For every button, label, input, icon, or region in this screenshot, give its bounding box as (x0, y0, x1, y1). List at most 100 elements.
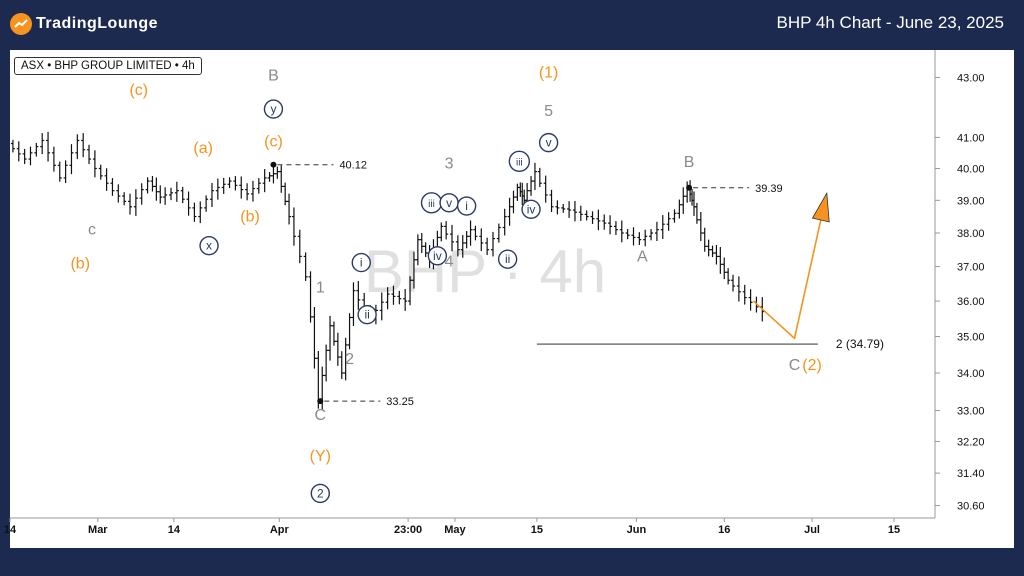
wave-label-text: i (360, 256, 363, 270)
price-bar (215, 178, 220, 200)
price-level-marker: 33.25 (317, 396, 414, 408)
price-bar (28, 146, 33, 166)
wave-label-text: (b) (240, 208, 260, 225)
price-bar (731, 274, 736, 292)
price-bar (485, 237, 490, 256)
price-bar (356, 280, 361, 310)
price-bar (154, 177, 159, 201)
wave-label: 2 (310, 483, 330, 504)
price-bar (245, 183, 250, 201)
price-bar (532, 162, 537, 191)
price-bar (619, 220, 624, 243)
price-bar (468, 220, 473, 246)
symbol-legend: ASX • BHP GROUP LIMITED • 4h (14, 57, 202, 75)
wave-label-text: ii (505, 252, 510, 266)
wave-label: (b) (70, 255, 90, 272)
wave-label-circle (497, 249, 518, 269)
wave-label-text: (a) (193, 140, 213, 157)
price-bar (596, 209, 601, 231)
price-bar (163, 187, 168, 205)
price-bar (543, 175, 548, 203)
price-bar (529, 176, 534, 196)
price-bar (283, 182, 288, 206)
price-bar (133, 189, 138, 216)
price-bar (267, 172, 272, 182)
price-bar (450, 224, 455, 252)
price-bar (590, 211, 595, 224)
wave-label-circle (508, 150, 531, 173)
x-tick-label: May (444, 524, 466, 536)
price-bar (385, 287, 390, 310)
price-levels: 40.12 39.39 33.25 2 (34.79) (270, 160, 884, 408)
price-bar (46, 131, 51, 162)
price-bar (411, 251, 416, 289)
wave-label-text: ii (364, 308, 369, 322)
price-bar (496, 223, 501, 243)
price-bar (198, 201, 203, 224)
wave-label: B (684, 154, 695, 171)
price-level-label: 39.39 (755, 183, 783, 195)
price-bar (722, 257, 727, 280)
x-tick-label: Mar (88, 524, 108, 536)
wave-label: B (268, 67, 279, 84)
price-bar (347, 313, 352, 350)
brand-logo: TradingLounge (10, 12, 158, 36)
price-bar (351, 282, 356, 327)
wave-label-text: C (315, 407, 327, 424)
wave-label: 4 (445, 254, 454, 271)
footer-band (0, 548, 1024, 576)
price-level-dot (270, 161, 277, 168)
price-bar (666, 212, 671, 231)
price-bar (479, 228, 484, 252)
price-bar (328, 315, 333, 361)
y-tick-label: 35.00 (957, 332, 985, 344)
y-tick-label: 32.20 (957, 436, 985, 448)
price-bar (549, 189, 554, 212)
y-tick-label: 34.00 (957, 368, 985, 380)
wave-label-text: 1 (316, 279, 325, 296)
chart-title: BHP 4h Chart - June 23, 2025 (776, 13, 1004, 32)
wave-label-text: 5 (544, 103, 553, 120)
price-bar (578, 205, 583, 221)
wave-label-circle (456, 196, 477, 216)
price-bar (736, 276, 741, 302)
wave-label: 5 (544, 103, 553, 120)
price-bar (87, 144, 92, 165)
price-bar (324, 344, 329, 382)
price-bar (702, 227, 707, 252)
wave-label-text: iii (516, 157, 523, 168)
wave-label-circle (263, 99, 284, 119)
price-bar (507, 197, 512, 226)
price-bar (63, 160, 68, 184)
wave-label-text: y (270, 102, 276, 116)
price-bar (694, 202, 699, 224)
price-bar (419, 233, 424, 254)
chart-watermark: BHP · 4h (364, 238, 606, 305)
price-bar (192, 202, 197, 222)
wave-label-text: i (465, 199, 468, 213)
price-bar (572, 200, 577, 222)
price-bar (287, 193, 292, 225)
wave-label-circle (538, 132, 559, 153)
price-bar (92, 150, 97, 178)
wave-label-text: (b) (70, 255, 90, 272)
wave-label-text: (c) (264, 134, 283, 151)
wave-label-text: x (206, 239, 212, 253)
wave-label: x (199, 235, 219, 256)
y-tick-label: 39.00 (957, 195, 985, 207)
price-bar (239, 176, 244, 199)
wave-label: 2 (345, 351, 354, 368)
wave-label-circle (357, 304, 377, 325)
price-bar (710, 245, 715, 258)
price-level-marker: 39.39 (686, 183, 783, 195)
price-level-label: 33.25 (386, 396, 414, 408)
wave-label-text: B (684, 154, 695, 171)
price-bar (128, 193, 133, 215)
price-bar (584, 210, 589, 221)
price-bar (537, 167, 542, 188)
wave-label-text: 2 (345, 351, 354, 368)
price-bar (714, 244, 719, 265)
price-bar (180, 186, 185, 204)
price-bar (742, 284, 747, 305)
